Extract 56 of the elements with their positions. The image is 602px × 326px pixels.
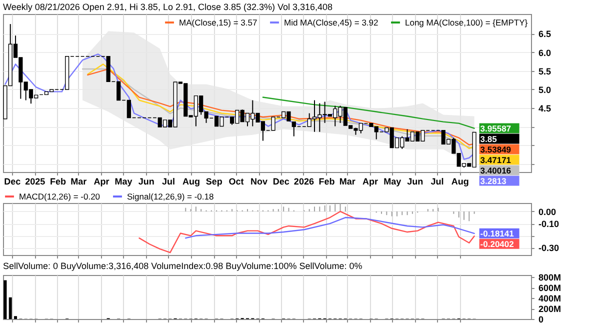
x-tick-label: Aug [451,176,469,186]
line-series [262,96,475,129]
x-tick-label: Apr [94,176,110,186]
x-tick-label: Apr [362,176,378,186]
data-label: 3.40016 [480,165,512,176]
line-series [4,54,475,160]
x-tick-label: Nov [250,176,268,186]
x-tick-label: Dec [272,176,290,186]
legend-label: Long MA(Close,100) = {EMPTY} [405,18,528,28]
x-tick-label: Jun [407,176,424,186]
x-tick-label: Jul [430,176,444,186]
data-label: 3.47171 [480,154,512,165]
x-tick-label: Dec [4,176,21,186]
chart-title: Weekly 08/21/2026 Open 2.91, Hi 3.85, Lo 2.91, Close 3.85 (32.3%) Vol 3,316,408 [3,2,333,12]
legend-label: Signal(12,26,9) = -0.18 [127,192,214,202]
x-tick-label: Sep [206,176,223,186]
y-tick-label: -0.30 [538,243,560,254]
x-tick-label: Mar [339,176,356,186]
y-tick-label: 0.00 [538,206,556,217]
y-tick-label: 4.5 [538,104,552,114]
x-tick-label: Aug [182,176,200,186]
y-tick-label: -0.10 [538,219,560,230]
x-tick-label: Oct [228,176,244,186]
line-series [185,216,475,239]
x-tick-label: Feb [50,176,66,186]
bar [8,297,12,319]
data-label: 3.95587 [480,123,512,134]
x-tick-label: May [384,176,402,186]
y-tick-label: 800M [538,272,562,283]
y-tick-label: 6.0 [538,48,552,58]
x-tick-label: 2026 [294,176,314,186]
y-tick-label: 200M [538,304,562,314]
data-label: -0.20402 [480,238,514,249]
legend-label: Mid MA(Close,45) = 3.92 [284,18,379,28]
x-tick-label: Feb [318,176,336,186]
data-label: 3.53849 [480,144,512,154]
bar [14,316,18,319]
y-tick-label: 600M [538,283,562,294]
x-tick-label: 2025 [25,176,46,186]
y-tick-label: 5.0 [538,84,552,95]
annotation: 3.85 [480,134,498,144]
line-series [138,210,475,254]
bar [4,280,7,319]
y-tick-label: 0 [538,314,544,324]
y-tick-label: 6.5 [538,29,552,40]
data-label: 3.2813 [480,176,507,186]
legend-label: MA(Close,15) = 3.57 [179,18,258,28]
x-tick-label: May [114,176,132,186]
legend-label: MACD(12,26) = -0.20 [19,192,100,202]
chart-title: SellVolume: 0 BuyVolume:3,316,408 VolumeIndex:0.98 BuyVolume:100% SellVolume: 0% [3,261,362,272]
x-tick-label: Jun [138,176,154,186]
x-tick-label: Mar [70,176,88,186]
data-label: -0.18141 [480,228,514,238]
y-tick-label: 400M [538,294,562,304]
y-tick-label: 5.5 [538,66,552,76]
x-tick-label: Jul [162,176,175,186]
